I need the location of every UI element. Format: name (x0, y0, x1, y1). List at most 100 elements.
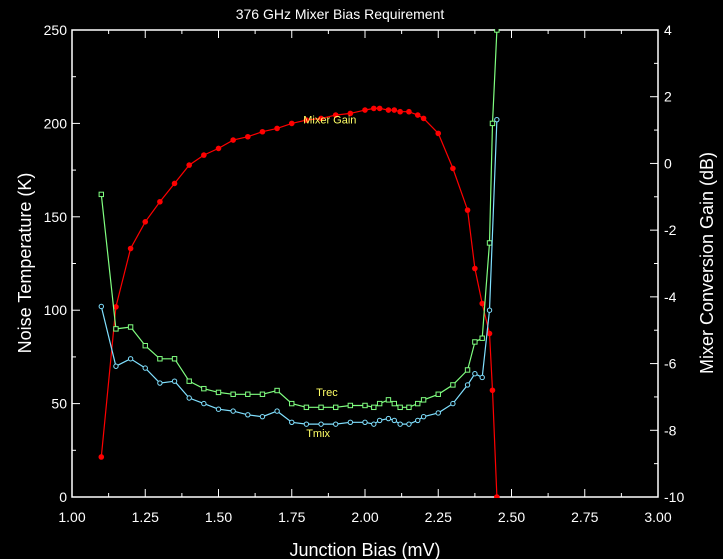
tmix-point (415, 417, 421, 424)
trec-point (371, 404, 377, 411)
y2-tick-label: 2 (664, 89, 672, 105)
annotation-mixer-gain: Mixer Gain (303, 114, 356, 126)
mixer-gain-point (201, 152, 207, 158)
mixer-gain-point (376, 105, 383, 112)
mixer-gain-point (303, 117, 310, 123)
mixer-gain-point (391, 107, 398, 113)
mixer-gain-point (347, 110, 354, 117)
trec-point (274, 387, 280, 394)
mixer-gain-point (288, 120, 295, 127)
x-tick-label: 2.50 (498, 509, 525, 525)
trec-point (259, 391, 266, 397)
trec-point (435, 391, 441, 397)
tmix-point (289, 419, 295, 425)
trec-point (406, 404, 412, 411)
x-tick-label: 1.25 (132, 509, 159, 525)
x-tick-label: 1.00 (58, 509, 85, 525)
mixer-gain-point (113, 304, 119, 310)
mixer-gain-point (420, 115, 427, 122)
tmix-point (479, 374, 485, 381)
series-layer (98, 29, 500, 498)
trec-point (450, 382, 456, 388)
tmix-point (472, 371, 478, 377)
mixer-gain-point (385, 107, 392, 113)
trec-point (289, 400, 295, 407)
tmix-point (127, 356, 134, 362)
tmix-point (435, 410, 441, 416)
trec-point (318, 404, 324, 411)
trec-point (333, 404, 339, 411)
mixer-gain-point (171, 180, 178, 187)
x-tick-label: 3.00 (644, 509, 671, 525)
y-tick-label: 50 (51, 396, 67, 412)
trec-point (420, 397, 427, 403)
mixer-gain-point (414, 112, 421, 118)
mixer-gain-point (98, 454, 105, 460)
y-axis-left-label: Noise Temperature (K) (15, 173, 35, 354)
tmix-point (245, 412, 251, 418)
x-tick-label: 2.75 (571, 509, 598, 525)
y2-tick-label: -6 (664, 356, 677, 372)
mixer-gain-point (127, 245, 134, 252)
y2-tick-label: -4 (664, 289, 677, 305)
trec-point (157, 356, 163, 362)
trec-point (201, 385, 207, 392)
x-tick-label: 2.00 (351, 509, 378, 525)
tmix-point (186, 395, 192, 401)
tmix-point (171, 378, 178, 384)
mixer-gain-point (230, 137, 236, 143)
trec-point (230, 391, 236, 397)
trec-point (142, 342, 148, 349)
tmix-point (406, 421, 412, 427)
mixer-gain-point (435, 130, 442, 137)
trec-point (362, 402, 368, 409)
trec-point (303, 404, 310, 411)
y2-tick-label: 0 (664, 155, 672, 171)
annotation-trec: Trec (316, 387, 338, 399)
mixer-gain-point (215, 145, 222, 152)
mixer-gain-point (186, 162, 192, 168)
mixer-gain-point (157, 198, 163, 205)
tmix-point (371, 421, 377, 427)
trec-point (464, 367, 471, 373)
x-tick-label: 2.25 (425, 509, 452, 525)
y-axis-right: -10 -8 -6 -4 -2 0 2 4 (650, 22, 684, 505)
trec-point (347, 402, 354, 409)
tmix-point (391, 417, 397, 424)
trec-point (376, 400, 383, 407)
tmix-point (385, 415, 392, 422)
mixer-gain-point (362, 107, 368, 113)
y-axis-left: 0 50 100 150 200 250 (44, 22, 80, 505)
trec-point (415, 400, 421, 407)
chart-title: 376 GHz Mixer Bias Requirement (236, 6, 445, 22)
x-tick-label: 1.50 (205, 509, 232, 525)
series-mixer-gain (98, 105, 500, 498)
trec-point (186, 378, 192, 384)
y-axis-right-label: Mixer Conversion Gain (dB) (697, 152, 717, 374)
mixer-gain-point (274, 125, 280, 132)
tmix-point (450, 400, 456, 407)
mixer-gain-point (450, 165, 456, 172)
x-axis: 1.00 1.25 1.50 1.75 2.00 2.25 2.50 2.75 3.00 (58, 30, 672, 525)
trec-point (397, 404, 403, 411)
tmix-point (420, 413, 427, 420)
mixer-gain-point (397, 108, 403, 115)
mixer-gain-point (142, 219, 149, 225)
trec-point (215, 389, 222, 396)
trec-point (479, 335, 485, 341)
tmix-point (157, 380, 163, 386)
mixer-gain-point (259, 128, 266, 135)
annotation-layer: Mixer Gain Trec Tmix (303, 114, 356, 440)
tmix-point (347, 419, 354, 425)
mixer-gain-point (245, 133, 251, 140)
mixer-gain-point (406, 108, 412, 115)
mixer-gain-point (486, 330, 493, 337)
mixer-gain-point (494, 494, 500, 498)
tmix-point (230, 408, 236, 414)
tmix-point (215, 406, 222, 412)
mixer-gain-point (479, 300, 486, 307)
tmix-point (494, 116, 500, 123)
trec-point (391, 400, 398, 407)
